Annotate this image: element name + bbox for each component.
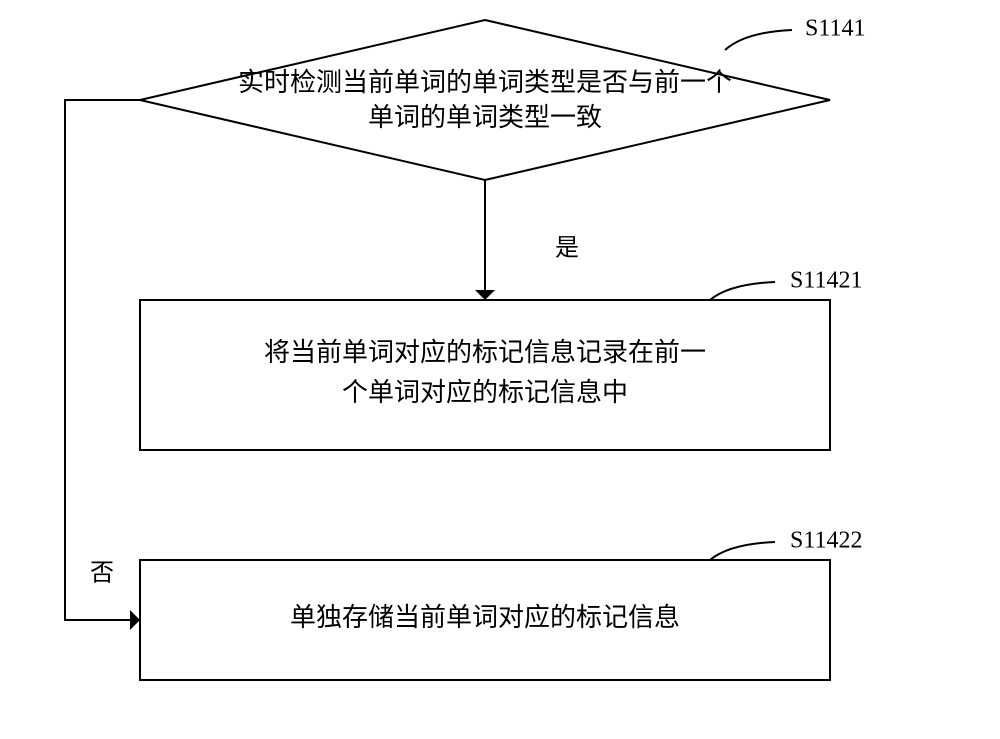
edge-no xyxy=(65,100,140,620)
edge-no-label: 否 xyxy=(90,561,114,587)
step1-line1: 将当前单词对应的标记信息记录在前一 xyxy=(264,338,706,367)
step1-node xyxy=(140,300,830,450)
step-label-s11422: S11422 xyxy=(790,528,862,554)
decision-node xyxy=(140,20,830,180)
edge-yes-label: 是 xyxy=(555,236,579,262)
decision-line1: 实时检测当前单词的单词类型是否与前一个 xyxy=(238,68,732,97)
leader-line xyxy=(710,542,775,560)
decision-line2: 单词的单词类型一致 xyxy=(368,103,602,132)
step1-line2: 个单词对应的标记信息中 xyxy=(342,378,628,407)
step-label-s11421: S11421 xyxy=(790,268,862,294)
leader-line xyxy=(710,282,775,300)
leader-line xyxy=(725,30,792,50)
step-label-s1141: S1141 xyxy=(805,16,865,42)
step2-line1: 单独存储当前单词对应的标记信息 xyxy=(290,603,680,632)
